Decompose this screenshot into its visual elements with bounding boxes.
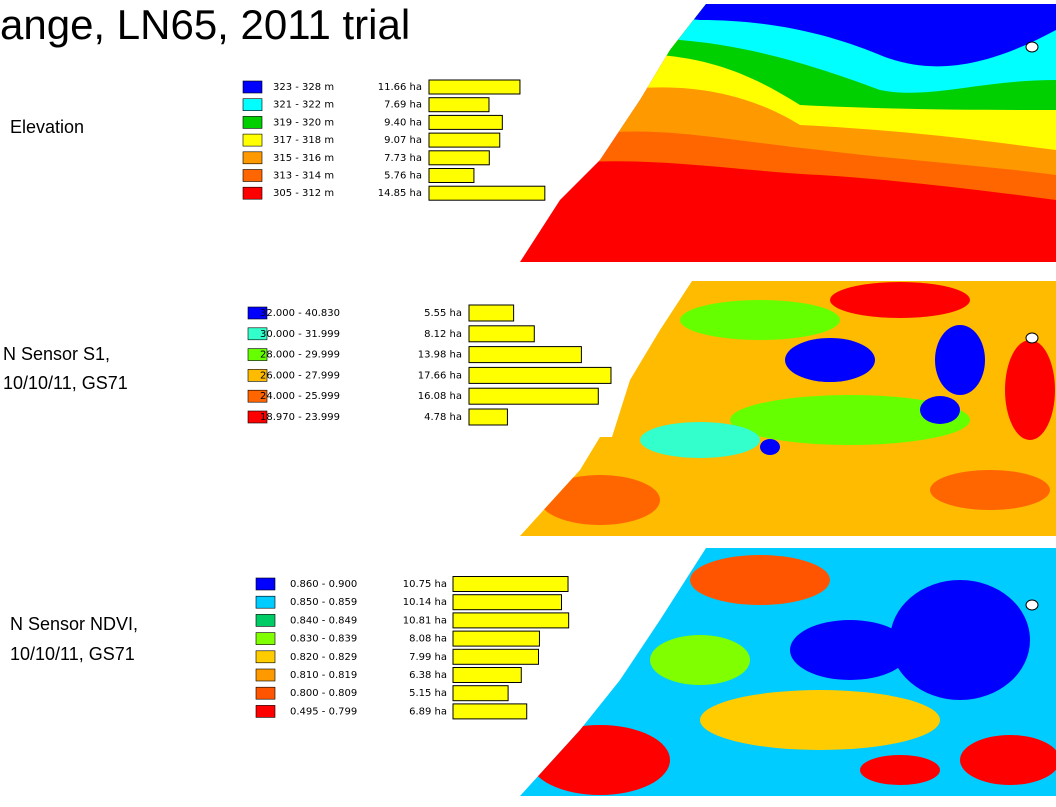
legend-area: 7.99 ha — [409, 652, 447, 663]
legend-range: 315 - 316 m — [273, 153, 334, 164]
panel-label: Elevation — [10, 117, 84, 137]
legend-area: 5.55 ha — [424, 308, 462, 319]
legend-swatch — [255, 650, 276, 664]
legend-area: 8.12 ha — [424, 329, 462, 340]
legend-range: 321 - 322 m — [273, 100, 334, 111]
area-bar — [452, 685, 509, 702]
legend-swatch — [247, 369, 268, 382]
legend-area: 9.07 ha — [384, 135, 422, 146]
legend-swatch — [242, 151, 263, 165]
legend-swatch — [242, 169, 263, 182]
panel-label: 10/10/11, GS71 — [3, 373, 128, 393]
legend-range: 0.840 - 0.849 — [290, 615, 357, 626]
legend-range: 313 - 314 m — [273, 171, 334, 182]
legend-range: 305 - 312 m — [273, 188, 334, 199]
legend-range: 18.970 - 23.999 — [260, 412, 340, 423]
legend-area: 10.81 ha — [403, 615, 447, 626]
legend-swatch — [247, 306, 268, 320]
area-bar — [452, 667, 522, 683]
legend-range: 26.000 - 27.999 — [260, 370, 340, 381]
legend-range: 0.800 - 0.809 — [290, 688, 357, 699]
legend-area: 5.76 ha — [384, 171, 422, 182]
legend-area: 11.66 ha — [378, 82, 422, 93]
area-bar — [468, 408, 508, 426]
area-bar — [468, 304, 515, 322]
slide-title: ange, LN65, 2011 trial — [0, 1, 410, 48]
legend-swatch — [255, 614, 276, 627]
area-bar — [428, 185, 546, 201]
legend-swatch — [255, 595, 276, 609]
legend-swatch — [242, 133, 263, 147]
area-bar — [468, 346, 582, 364]
area-bar — [428, 132, 501, 148]
ndvi-map — [520, 548, 1056, 796]
legend-range: 28.000 - 29.999 — [260, 350, 340, 361]
area-bar — [428, 168, 475, 183]
legend-area: 6.89 ha — [409, 706, 447, 717]
area-bar — [468, 387, 599, 405]
area-bar — [428, 97, 490, 113]
elevation-map — [520, 4, 1056, 262]
panel-label: N Sensor NDVI, — [10, 614, 138, 634]
legend-range: 317 - 318 m — [273, 135, 334, 146]
legend-area: 7.73 ha — [384, 153, 422, 164]
s1-map — [520, 281, 1056, 536]
area-bar — [428, 79, 521, 95]
legend-area: 5.15 ha — [409, 688, 447, 699]
legend-range: 30.000 - 31.999 — [260, 329, 340, 340]
legend-area: 10.75 ha — [403, 579, 447, 590]
area-bar — [468, 366, 612, 384]
legend-swatch — [255, 705, 276, 718]
legend-swatch — [247, 410, 268, 424]
area-bar — [428, 114, 503, 130]
legend-area: 7.69 ha — [384, 100, 422, 111]
legend-range: 0.495 - 0.799 — [290, 706, 357, 717]
legend-swatch — [255, 686, 276, 700]
area-bar — [452, 703, 528, 720]
panel-label: 10/10/11, GS71 — [10, 644, 135, 664]
legend-swatch — [255, 632, 276, 645]
legend-range: 0.820 - 0.829 — [290, 652, 357, 663]
legend-range: 32.000 - 40.830 — [260, 308, 340, 319]
legend-swatch — [242, 186, 263, 200]
legend-swatch — [242, 116, 263, 129]
area-bar — [452, 594, 562, 611]
legend-area: 6.38 ha — [409, 670, 447, 681]
legend-swatch — [255, 577, 276, 591]
area-bar — [452, 648, 539, 665]
area-bar — [428, 150, 490, 166]
legend-swatch — [247, 348, 268, 361]
area-bar — [452, 576, 569, 592]
area-bar — [452, 630, 540, 647]
legend-range: 24.000 - 25.999 — [260, 391, 340, 402]
legend-swatch — [242, 80, 263, 94]
legend-area: 4.78 ha — [424, 412, 462, 423]
legend-range: 0.810 - 0.819 — [290, 670, 357, 681]
legend-swatch — [255, 668, 276, 682]
legend-range: 0.850 - 0.859 — [290, 597, 357, 608]
area-bar — [468, 325, 535, 343]
legend-range: 0.830 - 0.839 — [290, 634, 357, 645]
legend-area: 13.98 ha — [418, 350, 462, 361]
legend-range: 319 - 320 m — [273, 117, 334, 128]
legend-area: 10.14 ha — [403, 597, 447, 608]
legend-area: 8.08 ha — [409, 634, 447, 645]
legend-area: 17.66 ha — [418, 370, 462, 381]
legend-area: 9.40 ha — [384, 117, 422, 128]
legend-swatch — [247, 327, 268, 341]
legend-range: 0.860 - 0.900 — [290, 579, 357, 590]
panel-label: N Sensor S1, — [3, 344, 110, 364]
legend-swatch — [247, 389, 268, 403]
legend-area: 14.85 ha — [378, 188, 422, 199]
legend-range: 323 - 328 m — [273, 82, 334, 93]
legend-area: 16.08 ha — [418, 391, 462, 402]
legend-swatch — [242, 98, 263, 111]
area-bar — [452, 612, 570, 629]
